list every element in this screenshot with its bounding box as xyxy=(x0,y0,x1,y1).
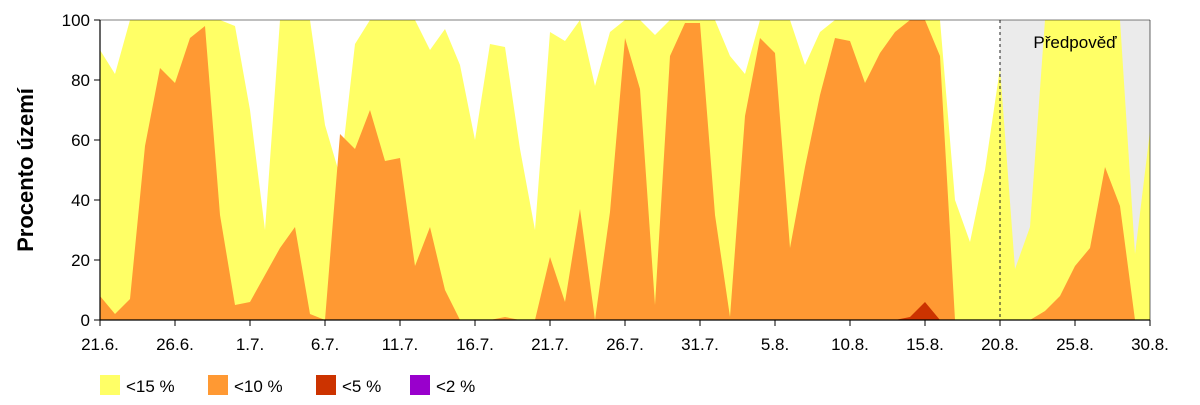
legend-label: <2 % xyxy=(436,377,475,396)
x-tick-label: 26.6. xyxy=(156,335,194,354)
legend-label: <10 % xyxy=(234,377,283,396)
x-tick-label: 11.7. xyxy=(382,335,419,354)
forecast-label: Předpověď xyxy=(1033,33,1117,52)
legend-swatch xyxy=(316,375,336,395)
legend-item-1: <10 % xyxy=(208,375,283,396)
x-tick-label: 31.7. xyxy=(681,335,719,354)
legend-label: <15 % xyxy=(126,377,175,396)
x-tick-label: 10.8. xyxy=(831,335,869,354)
forecast-divider: Předpověď xyxy=(999,20,1117,320)
y-tick-label: 100 xyxy=(62,11,90,30)
y-axis-label: Procento území xyxy=(13,87,38,252)
series-area-1 xyxy=(100,20,1150,320)
x-tick-label: 21.7. xyxy=(531,335,569,354)
x-tick-label: 25.8. xyxy=(1056,335,1094,354)
x-tick-label: 30.8. xyxy=(1131,335,1169,354)
series-areas xyxy=(100,20,1150,320)
x-tick-label: 15.8. xyxy=(906,335,944,354)
legend-item-2: <5 % xyxy=(316,375,381,396)
legend-swatch xyxy=(100,375,120,395)
legend-label: <5 % xyxy=(342,377,381,396)
legend-item-3: <2 % xyxy=(410,375,475,396)
y-tick-label: 60 xyxy=(71,131,90,150)
x-tick-label: 6.7. xyxy=(311,335,339,354)
legend-swatch xyxy=(208,375,228,395)
y-tick-label: 0 xyxy=(81,311,90,330)
x-tick-label: 20.8. xyxy=(981,335,1019,354)
x-tick-label: 16.7. xyxy=(456,335,494,354)
x-tick-label: 21.6. xyxy=(81,335,119,354)
legend-swatch xyxy=(410,375,430,395)
y-tick-label: 40 xyxy=(71,191,90,210)
x-tick-label: 26.7. xyxy=(606,335,644,354)
x-tick-label: 5.8. xyxy=(761,335,789,354)
legend: <15 % <10 % <5 % <2 % xyxy=(100,375,475,396)
x-tick-label: 1.7. xyxy=(236,335,264,354)
y-tick-label: 80 xyxy=(71,71,90,90)
y-tick-label: 20 xyxy=(71,251,90,270)
tick-labels: 0 20 40 60 80 100 21.6. 26.6. 1.7. 6.7. 11.7. 16.7.… xyxy=(62,11,1169,354)
legend-item-0: <15 % xyxy=(100,375,175,396)
